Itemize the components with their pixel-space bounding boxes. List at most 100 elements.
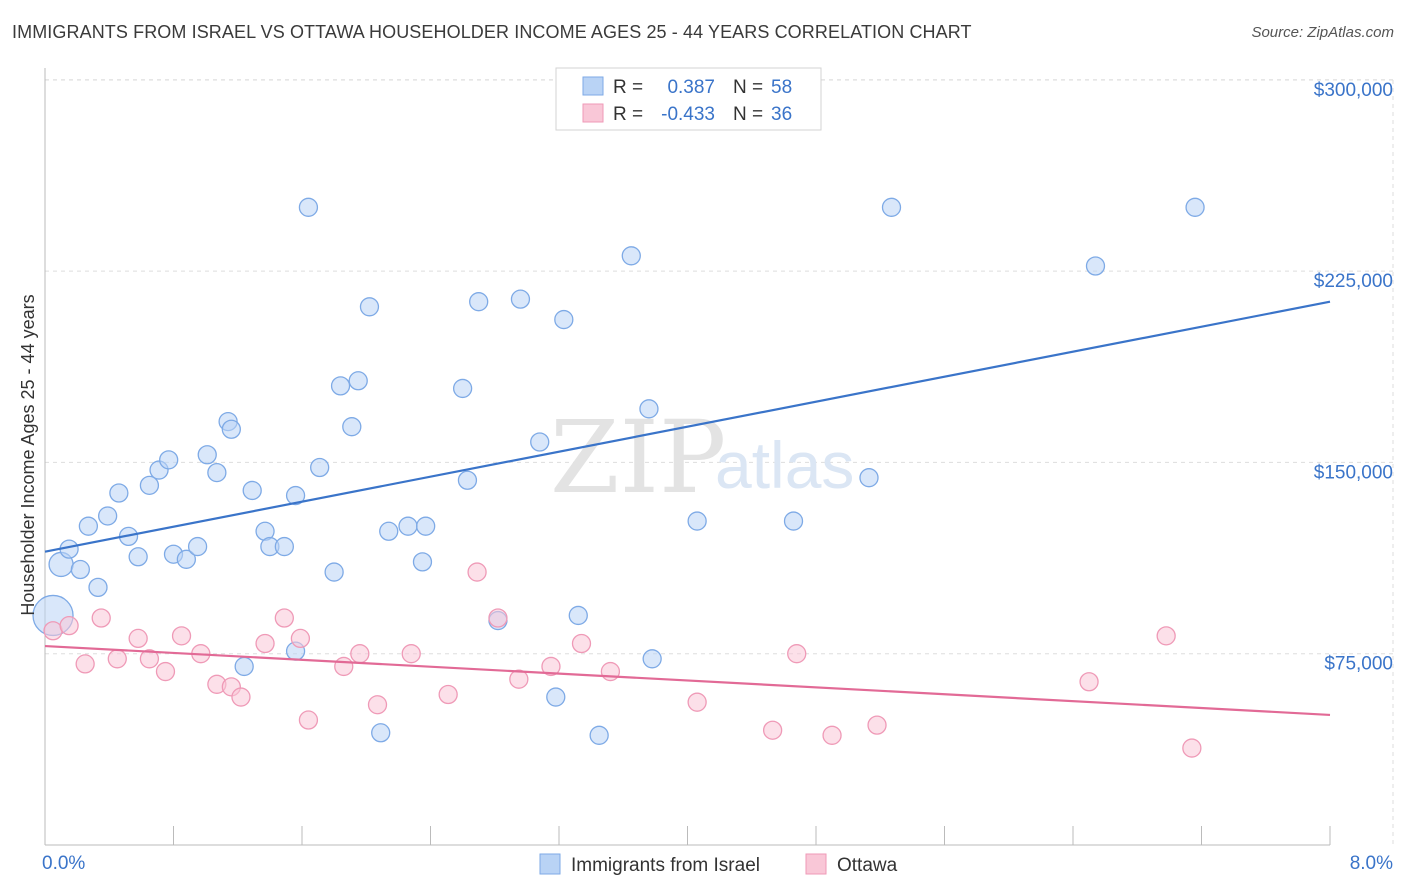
ottawa-point-34 [1156, 626, 1176, 646]
legend-label-ottawa: Ottawa [837, 855, 898, 876]
israel-point-26 [310, 457, 330, 478]
series-legend: Immigrants from Israel Ottawa [539, 853, 898, 876]
legend-n-label: N = [733, 77, 763, 98]
israel-point-25 [298, 197, 319, 217]
israel-point-23 [274, 536, 294, 557]
ottawa-point-13 [255, 633, 275, 654]
legend-n-label: N = [733, 104, 763, 125]
israel-point-28 [330, 376, 351, 396]
israel-point-45 [639, 399, 659, 419]
israel-point-38 [469, 292, 489, 312]
x-tick-label-min: 0.0% [42, 853, 85, 874]
legend-label-israel: Immigrants from Israel [571, 855, 760, 876]
chart-title: IMMIGRANTS FROM ISRAEL VS OTTAWA HOUSEHO… [12, 22, 972, 42]
legend-swatch-blue [582, 76, 604, 96]
israel-point-48 [859, 468, 879, 488]
ottawa-point-28 [687, 692, 707, 712]
source-label: Source: ZipAtlas.com [1251, 24, 1394, 41]
ottawa-point-4 [107, 649, 127, 669]
y-axis-title: Householder Income Ages 25 - 44 years [18, 294, 38, 615]
ottawa-point-24 [509, 669, 529, 689]
y-tick-labels: $75,000 $150,000 $225,000 $300,000 [1314, 80, 1393, 675]
israel-point-20 [242, 480, 262, 501]
ottawa-point-0 [43, 621, 63, 641]
israel-point-54 [371, 723, 391, 743]
watermark-zip: ZIP [550, 399, 726, 516]
ottawa-point-25 [541, 656, 561, 677]
ottawa-point-35 [1182, 738, 1202, 758]
ottawa-point-23 [488, 608, 508, 628]
legend-r-blue: 0.387 [667, 77, 715, 98]
israel-point-36 [452, 378, 473, 399]
legend-r-pink: -0.433 [661, 104, 715, 125]
legend-swatch-israel [539, 853, 561, 875]
ottawa-point-6 [139, 649, 160, 669]
ottawa-point-20 [401, 644, 421, 664]
israel-point-30 [348, 371, 368, 391]
israel-point-51 [1185, 197, 1205, 217]
israel-point-29 [342, 417, 362, 437]
israel-point-16 [197, 445, 217, 465]
ottawa-point-3 [91, 608, 111, 628]
ottawa-point-8 [171, 626, 192, 646]
israel-point-57 [642, 649, 662, 669]
israel-point-33 [398, 516, 418, 536]
ottawa-point-7 [155, 661, 176, 682]
ottawa-point-33 [1079, 672, 1099, 692]
legend-swatch-pink [582, 103, 604, 123]
ottawa-point-1 [59, 615, 79, 636]
y-tick-label: $300,000 [1314, 80, 1393, 101]
israel-point-40 [510, 289, 531, 309]
israel-point-24 [285, 485, 306, 506]
legend-r-label: R = [613, 77, 643, 98]
israel-point-47 [783, 511, 804, 531]
israel-point-32 [379, 521, 399, 541]
israel-point-15 [187, 536, 208, 557]
series-ottawa-points [43, 562, 1202, 758]
x-tick-labels: 0.0% 8.0% [42, 853, 1393, 874]
ottawa-point-16 [298, 710, 319, 730]
israel-point-37 [457, 470, 478, 490]
israel-point-3 [70, 559, 90, 580]
ottawa-point-5 [128, 628, 148, 649]
israel-point-12 [159, 450, 179, 470]
y-tick-label: $150,000 [1314, 462, 1393, 483]
ottawa-point-30 [787, 644, 807, 664]
ottawa-point-29 [762, 720, 783, 740]
israel-point-34 [412, 552, 433, 572]
israel-point-10 [139, 475, 160, 496]
ottawa-point-12 [231, 687, 251, 707]
ottawa-point-19 [367, 695, 388, 715]
israel-point-52 [234, 656, 254, 677]
legend-n-blue: 58 [771, 77, 792, 98]
watermark: ZIP atlas [550, 399, 854, 516]
ottawa-point-31 [822, 725, 842, 745]
legend-swatch-ottawa [805, 853, 827, 875]
israel-point-43 [568, 605, 588, 626]
x-tick-label-max: 8.0% [1350, 853, 1393, 874]
correlation-legend: R = 0.387 N = 58 R = -0.433 N = 36 [555, 67, 822, 131]
israel-point-41 [530, 432, 550, 452]
israel-point-4 [78, 516, 99, 536]
ottawa-point-27 [600, 661, 621, 682]
israel-trend-line [44, 300, 1331, 553]
israel-point-6 [97, 506, 118, 526]
israel-point-55 [546, 687, 566, 707]
israel-point-31 [359, 297, 380, 317]
legend-n-pink: 36 [771, 104, 792, 125]
israel-point-9 [128, 547, 148, 567]
y-tick-label: $225,000 [1314, 271, 1393, 292]
israel-point-46 [687, 511, 707, 531]
israel-point-35 [416, 516, 436, 536]
y-tick-label: $75,000 [1324, 654, 1393, 675]
israel-point-5 [88, 577, 108, 598]
ottawa-point-22 [467, 562, 487, 582]
israel-point-49 [881, 197, 902, 217]
ottawa-point-18 [350, 644, 370, 664]
israel-point-42 [554, 309, 574, 330]
ottawa-point-21 [438, 684, 458, 705]
ottawa-point-32 [867, 715, 887, 735]
israel-point-7 [109, 483, 129, 503]
ottawa-point-26 [571, 633, 592, 654]
